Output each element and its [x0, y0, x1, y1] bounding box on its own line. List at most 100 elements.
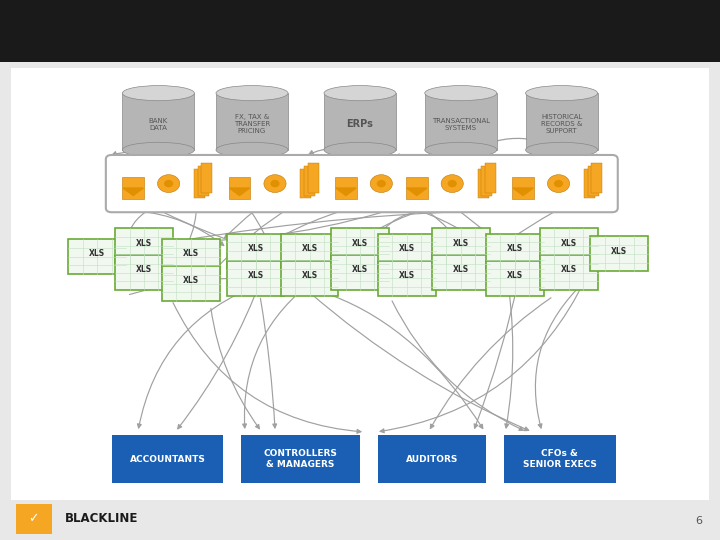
Text: XLS: XLS [183, 276, 199, 285]
Text: FX, TAX &
TRANSFER
PRICING: FX, TAX & TRANSFER PRICING [234, 114, 270, 134]
Text: CFOs &
SENIOR EXECS: CFOs & SENIOR EXECS [523, 449, 597, 469]
FancyBboxPatch shape [112, 435, 223, 483]
FancyBboxPatch shape [197, 166, 209, 195]
FancyBboxPatch shape [584, 168, 595, 198]
Text: XLS: XLS [507, 244, 523, 253]
Text: 6: 6 [695, 516, 702, 526]
Ellipse shape [324, 142, 396, 157]
Text: XLS: XLS [399, 244, 415, 253]
Ellipse shape [425, 142, 497, 157]
FancyBboxPatch shape [304, 166, 315, 195]
Ellipse shape [448, 180, 456, 187]
Text: CONTROLLERS
& MANAGERS: CONTROLLERS & MANAGERS [264, 449, 338, 469]
FancyBboxPatch shape [11, 68, 709, 500]
Text: XLS: XLS [183, 249, 199, 258]
Ellipse shape [264, 174, 286, 192]
FancyBboxPatch shape [281, 233, 338, 268]
FancyBboxPatch shape [486, 233, 544, 268]
FancyBboxPatch shape [324, 93, 396, 150]
Text: XLS: XLS [352, 266, 368, 274]
Polygon shape [230, 188, 250, 195]
FancyBboxPatch shape [0, 500, 720, 540]
FancyBboxPatch shape [122, 177, 144, 199]
FancyBboxPatch shape [115, 255, 173, 291]
Ellipse shape [425, 85, 497, 100]
FancyBboxPatch shape [406, 177, 428, 199]
FancyBboxPatch shape [162, 239, 220, 274]
FancyBboxPatch shape [201, 163, 212, 193]
Text: ACCOUNTANTS: ACCOUNTANTS [130, 455, 205, 463]
FancyBboxPatch shape [378, 233, 436, 268]
FancyBboxPatch shape [504, 435, 616, 483]
Ellipse shape [526, 85, 598, 100]
Text: XLS: XLS [453, 239, 469, 247]
Ellipse shape [164, 180, 174, 187]
Text: XLS: XLS [302, 271, 318, 280]
FancyBboxPatch shape [591, 163, 602, 193]
FancyBboxPatch shape [432, 228, 490, 263]
Ellipse shape [441, 174, 463, 192]
FancyBboxPatch shape [307, 163, 319, 193]
Ellipse shape [271, 180, 279, 187]
FancyBboxPatch shape [229, 177, 251, 199]
Ellipse shape [158, 174, 180, 192]
FancyBboxPatch shape [335, 177, 356, 199]
FancyBboxPatch shape [378, 260, 436, 296]
FancyBboxPatch shape [216, 93, 288, 150]
Text: AUDITORS: AUDITORS [406, 455, 458, 463]
FancyBboxPatch shape [16, 504, 52, 534]
Text: HISTORICAL
RECORDS &
SUPPORT: HISTORICAL RECORDS & SUPPORT [541, 114, 582, 134]
Ellipse shape [526, 142, 598, 157]
Text: XLS: XLS [399, 271, 415, 280]
FancyBboxPatch shape [588, 166, 598, 195]
FancyBboxPatch shape [106, 155, 618, 212]
Text: XLS: XLS [352, 239, 368, 247]
Ellipse shape [122, 85, 194, 100]
Ellipse shape [122, 142, 194, 157]
Ellipse shape [377, 180, 386, 187]
Text: XLS: XLS [136, 239, 152, 247]
FancyBboxPatch shape [0, 0, 720, 62]
FancyBboxPatch shape [590, 237, 648, 271]
Ellipse shape [370, 174, 392, 192]
Polygon shape [123, 188, 143, 195]
FancyBboxPatch shape [540, 255, 598, 291]
FancyBboxPatch shape [331, 255, 389, 291]
Text: XLS: XLS [611, 247, 627, 255]
FancyBboxPatch shape [115, 228, 173, 263]
FancyBboxPatch shape [241, 435, 360, 483]
FancyBboxPatch shape [477, 168, 489, 198]
FancyBboxPatch shape [540, 228, 598, 263]
FancyBboxPatch shape [122, 93, 194, 150]
Text: XLS: XLS [507, 271, 523, 280]
FancyBboxPatch shape [378, 435, 486, 483]
FancyBboxPatch shape [526, 93, 598, 150]
FancyBboxPatch shape [486, 260, 544, 296]
FancyBboxPatch shape [227, 233, 284, 268]
Text: XLS: XLS [561, 239, 577, 247]
Text: CURRENT METHODS ARE INEFFICIENT AND ERROR PRONE: CURRENT METHODS ARE INEFFICIENT AND ERRO… [18, 24, 536, 39]
Text: XLS: XLS [302, 244, 318, 253]
Text: XLS: XLS [89, 249, 105, 258]
FancyBboxPatch shape [432, 255, 490, 291]
FancyBboxPatch shape [281, 260, 338, 296]
Text: XLS: XLS [248, 244, 264, 253]
Text: XLS: XLS [248, 271, 264, 280]
Text: XLS: XLS [561, 266, 577, 274]
Ellipse shape [216, 85, 288, 100]
Ellipse shape [324, 85, 396, 100]
Ellipse shape [547, 174, 570, 192]
Polygon shape [407, 188, 427, 195]
FancyBboxPatch shape [481, 166, 492, 195]
Text: ERPs: ERPs [346, 119, 374, 129]
FancyBboxPatch shape [300, 168, 312, 198]
Text: TRANSACTIONAL
SYSTEMS: TRANSACTIONAL SYSTEMS [432, 118, 490, 131]
Polygon shape [513, 188, 534, 195]
Polygon shape [336, 188, 356, 195]
Ellipse shape [216, 142, 288, 157]
FancyBboxPatch shape [513, 177, 534, 199]
FancyBboxPatch shape [68, 239, 126, 274]
Text: BANK
DATA: BANK DATA [149, 118, 168, 131]
FancyBboxPatch shape [425, 93, 497, 150]
Ellipse shape [554, 180, 563, 187]
